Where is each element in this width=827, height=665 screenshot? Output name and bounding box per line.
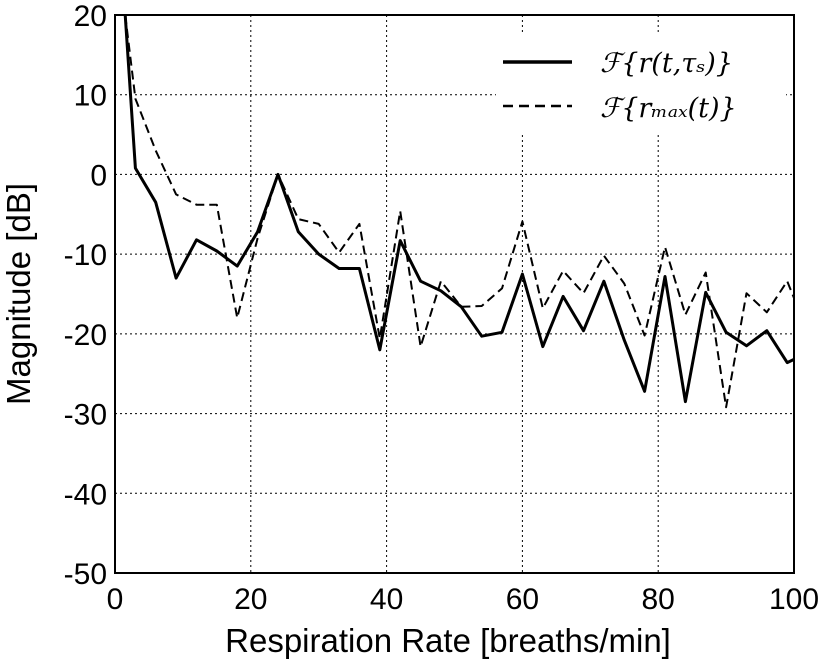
y-tick-label: 10 bbox=[74, 80, 107, 113]
y-tick-label: -30 bbox=[64, 399, 107, 432]
x-tick-label: 40 bbox=[370, 583, 403, 616]
legend-label-dashed: ℱ{rₘₐₓ(t)} bbox=[600, 93, 737, 124]
series-layer bbox=[123, 14, 795, 409]
y-axis-title: Magnitude [dB] bbox=[0, 183, 37, 405]
x-tick-label: 60 bbox=[506, 583, 539, 616]
series-line-solid bbox=[123, 14, 795, 404]
x-axis-title: Respiration Rate [breaths/min] bbox=[225, 622, 671, 659]
y-tick-label: -50 bbox=[64, 558, 107, 591]
legend-label-solid: ℱ{r(t,τₛ)} bbox=[600, 48, 733, 79]
legend-background bbox=[496, 32, 786, 132]
y-tick-label: -40 bbox=[64, 478, 107, 511]
y-tick-label: -10 bbox=[64, 239, 107, 272]
x-tick-label: 100 bbox=[769, 583, 819, 616]
x-tick-label: 20 bbox=[234, 583, 267, 616]
x-tick-label: 0 bbox=[107, 583, 124, 616]
y-tick-label: 20 bbox=[74, 0, 107, 33]
series-line-dashed bbox=[124, 14, 795, 409]
plot-frame bbox=[114, 14, 795, 574]
y-tick-label: -20 bbox=[64, 319, 107, 352]
legend: ℱ{r(t,τₛ)} ℱ{rₘₐₓ(t)} bbox=[496, 32, 786, 132]
y-tick-label: 0 bbox=[90, 159, 107, 192]
x-tick-label: 80 bbox=[642, 583, 675, 616]
